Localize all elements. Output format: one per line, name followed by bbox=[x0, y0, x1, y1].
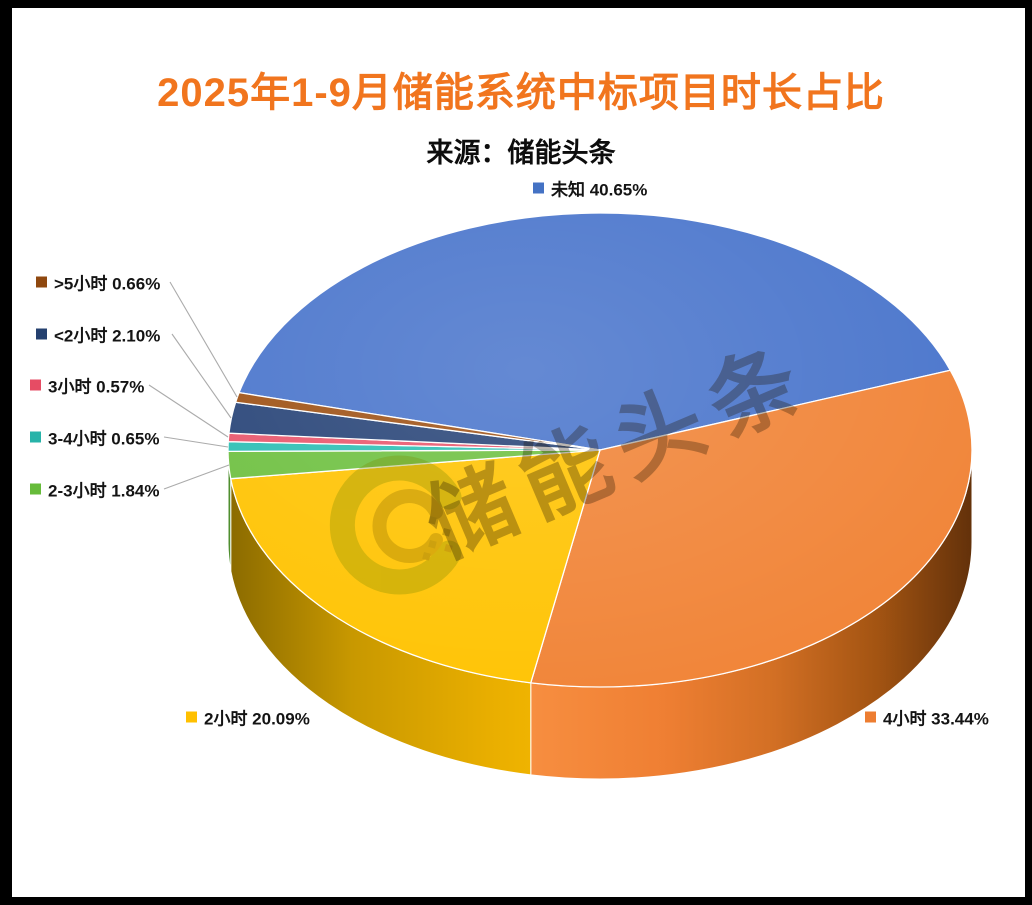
legend-marker-square bbox=[533, 182, 544, 194]
slice-callout-text: 2-3小时 1.84% bbox=[48, 481, 160, 501]
chart-title: 2025年1-9月储能系统中标项目时长占比 bbox=[157, 71, 885, 115]
callout-leader-lines bbox=[148, 281, 238, 490]
slice-callout-text: 未知 40.65% bbox=[551, 180, 648, 200]
slice-callout-text: 2小时 20.09% bbox=[204, 709, 310, 729]
legend-marker-square bbox=[36, 276, 47, 288]
label-unknown: 未知 40.65% bbox=[533, 176, 647, 201]
legend-marker-square bbox=[30, 379, 41, 391]
label-2-3h: 2-3小时 1.84% bbox=[30, 477, 160, 502]
chart-source: 来源：储能头条 bbox=[426, 138, 616, 168]
label-3-4h: 3-4小时 0.65% bbox=[30, 425, 160, 450]
legend-marker-square bbox=[36, 328, 47, 340]
pie-sheen-overlay bbox=[228, 213, 972, 687]
leader-line bbox=[163, 436, 229, 448]
legend-marker-square bbox=[186, 711, 197, 723]
legend-marker-square bbox=[865, 711, 876, 723]
leader-line bbox=[171, 333, 232, 419]
slice-callout-text: 4小时 33.44% bbox=[883, 709, 989, 729]
label-gt5h: >5小时 0.66% bbox=[36, 270, 160, 295]
slice-callout-text: 3小时 0.57% bbox=[48, 377, 145, 397]
legend-marker-square bbox=[30, 483, 41, 495]
slice-callout-text: 3-4小时 0.65% bbox=[48, 429, 160, 449]
legend-marker-square bbox=[30, 431, 41, 443]
leader-line bbox=[163, 464, 230, 490]
label-2h: 2小时 20.09% bbox=[186, 705, 310, 730]
slice-callout-text: >5小时 0.66% bbox=[54, 274, 161, 294]
label-3h: 3小时 0.57% bbox=[30, 373, 144, 398]
label-4h: 4小时 33.44% bbox=[865, 705, 989, 730]
watermark-logo bbox=[329, 455, 462, 595]
leader-line bbox=[169, 281, 238, 398]
leader-line bbox=[148, 384, 229, 438]
label-lt2h: <2小时 2.10% bbox=[36, 322, 160, 347]
slice-callout-text: <2小时 2.10% bbox=[54, 326, 161, 346]
